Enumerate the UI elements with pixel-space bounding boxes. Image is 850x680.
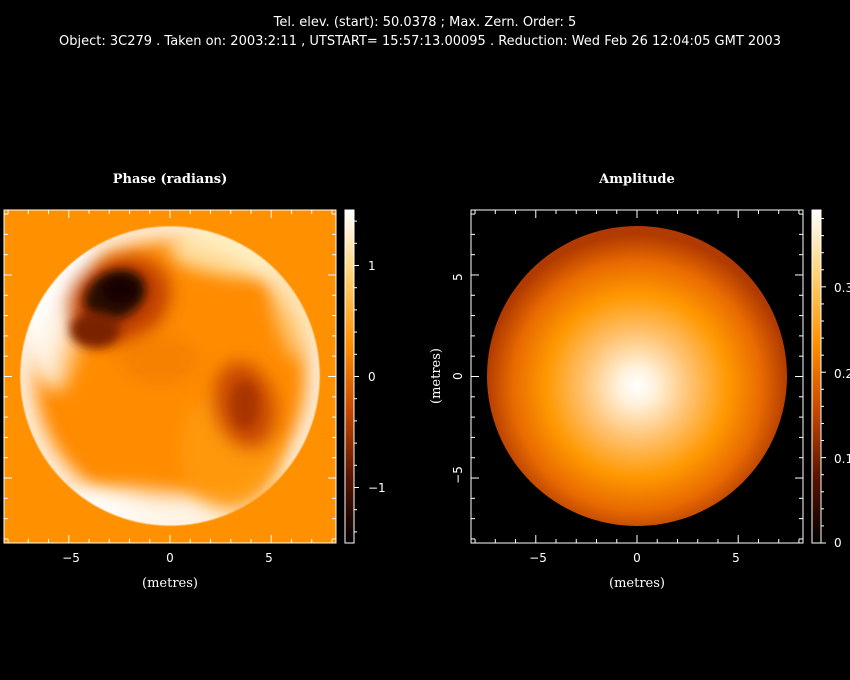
header-line-2: Object: 3C279 . Taken on: 2003:2:11 , UT…	[59, 34, 781, 49]
phase-colorbar-label: 1	[368, 259, 376, 273]
phase-colorbar-label: 0	[368, 370, 376, 384]
amplitude-xtick-label: −5	[529, 551, 547, 565]
phase-xtick-label: −5	[62, 551, 80, 565]
amplitude-ytick-label: −5	[451, 466, 465, 484]
amplitude-colorbar-label: 0.1	[834, 452, 850, 466]
phase-xlabel: (metres)	[142, 576, 198, 591]
amplitude-ticks	[471, 210, 803, 543]
amplitude-pupil	[487, 226, 787, 526]
header-line-1: Tel. elev. (start): 50.0378 ; Max. Zern.…	[273, 15, 577, 30]
phase-ticks	[4, 210, 336, 543]
phase-heatmap	[4, 210, 336, 543]
amplitude-panel: Amplitude −5 0 5 (metres) 5 0 −5 (metres…	[429, 172, 850, 591]
phase-panel: Phase (radians)	[3, 172, 386, 591]
phase-colorbar-label: −1	[368, 481, 386, 495]
amplitude-xlabel: (metres)	[609, 576, 665, 591]
phase-xtick-label: 0	[166, 551, 174, 565]
phase-colorbar	[345, 210, 354, 543]
phase-xtick-label: 5	[265, 551, 273, 565]
phase-title: Phase (radians)	[113, 172, 228, 187]
amplitude-colorbar-label: 0.2	[834, 367, 850, 381]
amplitude-colorbar-frame	[811, 209, 822, 544]
amplitude-ytick-label: 0	[451, 372, 465, 380]
amplitude-colorbar-label: 0.3	[834, 281, 850, 295]
amplitude-ylabel: (metres)	[429, 348, 444, 404]
amplitude-colorbar	[812, 210, 821, 543]
amplitude-title: Amplitude	[598, 172, 675, 187]
phase-colorbar-ticks	[354, 220, 359, 533]
amplitude-heatmap	[471, 210, 803, 543]
amplitude-ytick-label: 5	[451, 273, 465, 281]
amplitude-xtick-label: 0	[633, 551, 641, 565]
amplitude-colorbar-ticks	[821, 218, 826, 544]
amplitude-xtick-label: 5	[732, 551, 740, 565]
amplitude-colorbar-label: 0	[834, 536, 842, 550]
